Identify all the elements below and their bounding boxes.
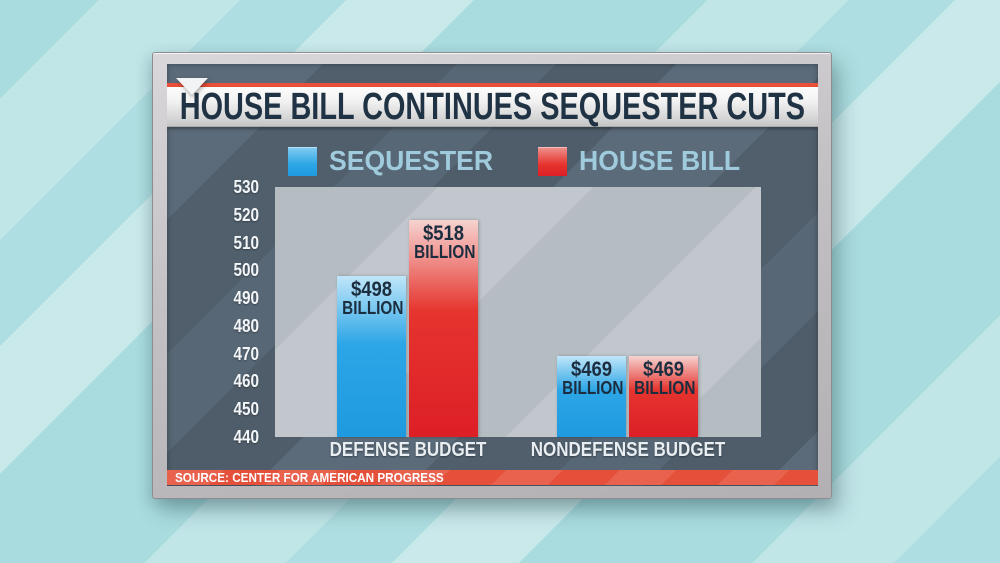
title-banner: HOUSE BILL CONTINUES SEQUESTER CUTS [167,87,818,127]
bar-sequester-defense-budget: $498 BILLION [337,275,406,437]
sequester-swatch-icon [287,146,317,176]
bar-value-label: $518 BILLION [414,222,476,263]
bar-group-nondefense-budget: $469 BILLION $469 BILLION [557,187,698,437]
y-tick-label: 520 [233,204,259,225]
bar-house-bill-defense-budget: $518 BILLION [409,220,478,437]
legend-item-sequester: SEQUESTER [287,145,502,176]
y-tick-label: 450 [233,399,259,420]
y-tick-label: 490 [233,288,259,309]
legend-label-sequester: SEQUESTER [328,145,493,176]
monitor-frame: HOUSE BILL CONTINUES SEQUESTER CUTS SEQU… [152,52,832,499]
accent-line [167,83,818,87]
y-tick-label: 470 [233,343,259,364]
y-tick-label: 480 [233,315,259,336]
category-label-nondefense-budget: NONDEFENSE BUDGET [530,439,725,461]
bar-value-label: $469 BILLION [562,358,624,399]
bar-value-label: $498 BILLION [342,277,404,318]
source-bar: SOURCE: CENTER FOR AMERICAN PROGRESS [167,470,818,485]
legend-label-house-bill: HOUSE BILL [578,145,740,176]
bar-house-bill-nondefense-budget: $469 BILLION [629,356,698,437]
legend: SEQUESTER HOUSE BILL [275,144,761,178]
source-label: SOURCE: CENTER FOR AMERICAN PROGRESS [175,470,444,485]
pointer-triangle-icon [176,78,208,95]
legend-item-house-bill: HOUSE BILL [537,145,749,176]
category-label-defense-budget: DEFENSE BUDGET [329,439,486,461]
bar-sequester-nondefense-budget: $469 BILLION [557,356,626,437]
y-tick-label: 530 [233,177,259,197]
chart-title: HOUSE BILL CONTINUES SEQUESTER CUTS [179,86,806,128]
house-bill-swatch-icon [537,146,567,176]
bar-value-label: $469 BILLION [634,358,696,399]
plot-area: $498 BILLION $518 BILLION $469 BILLION $469 BIL… [275,187,761,437]
y-tick-label: 500 [233,260,259,281]
bar-group-defense-budget: $498 BILLION $518 BILLION [337,187,478,437]
y-axis: 530 520 510 500 490 480 470 460 450 440 [167,178,267,446]
x-axis: DEFENSE BUDGET NONDEFENSE BUDGET [275,439,761,465]
y-tick-label: 440 [233,427,259,447]
chart-panel: HOUSE BILL CONTINUES SEQUESTER CUTS SEQU… [167,64,818,486]
y-tick-label: 460 [233,371,259,392]
y-tick-label: 510 [233,232,259,253]
